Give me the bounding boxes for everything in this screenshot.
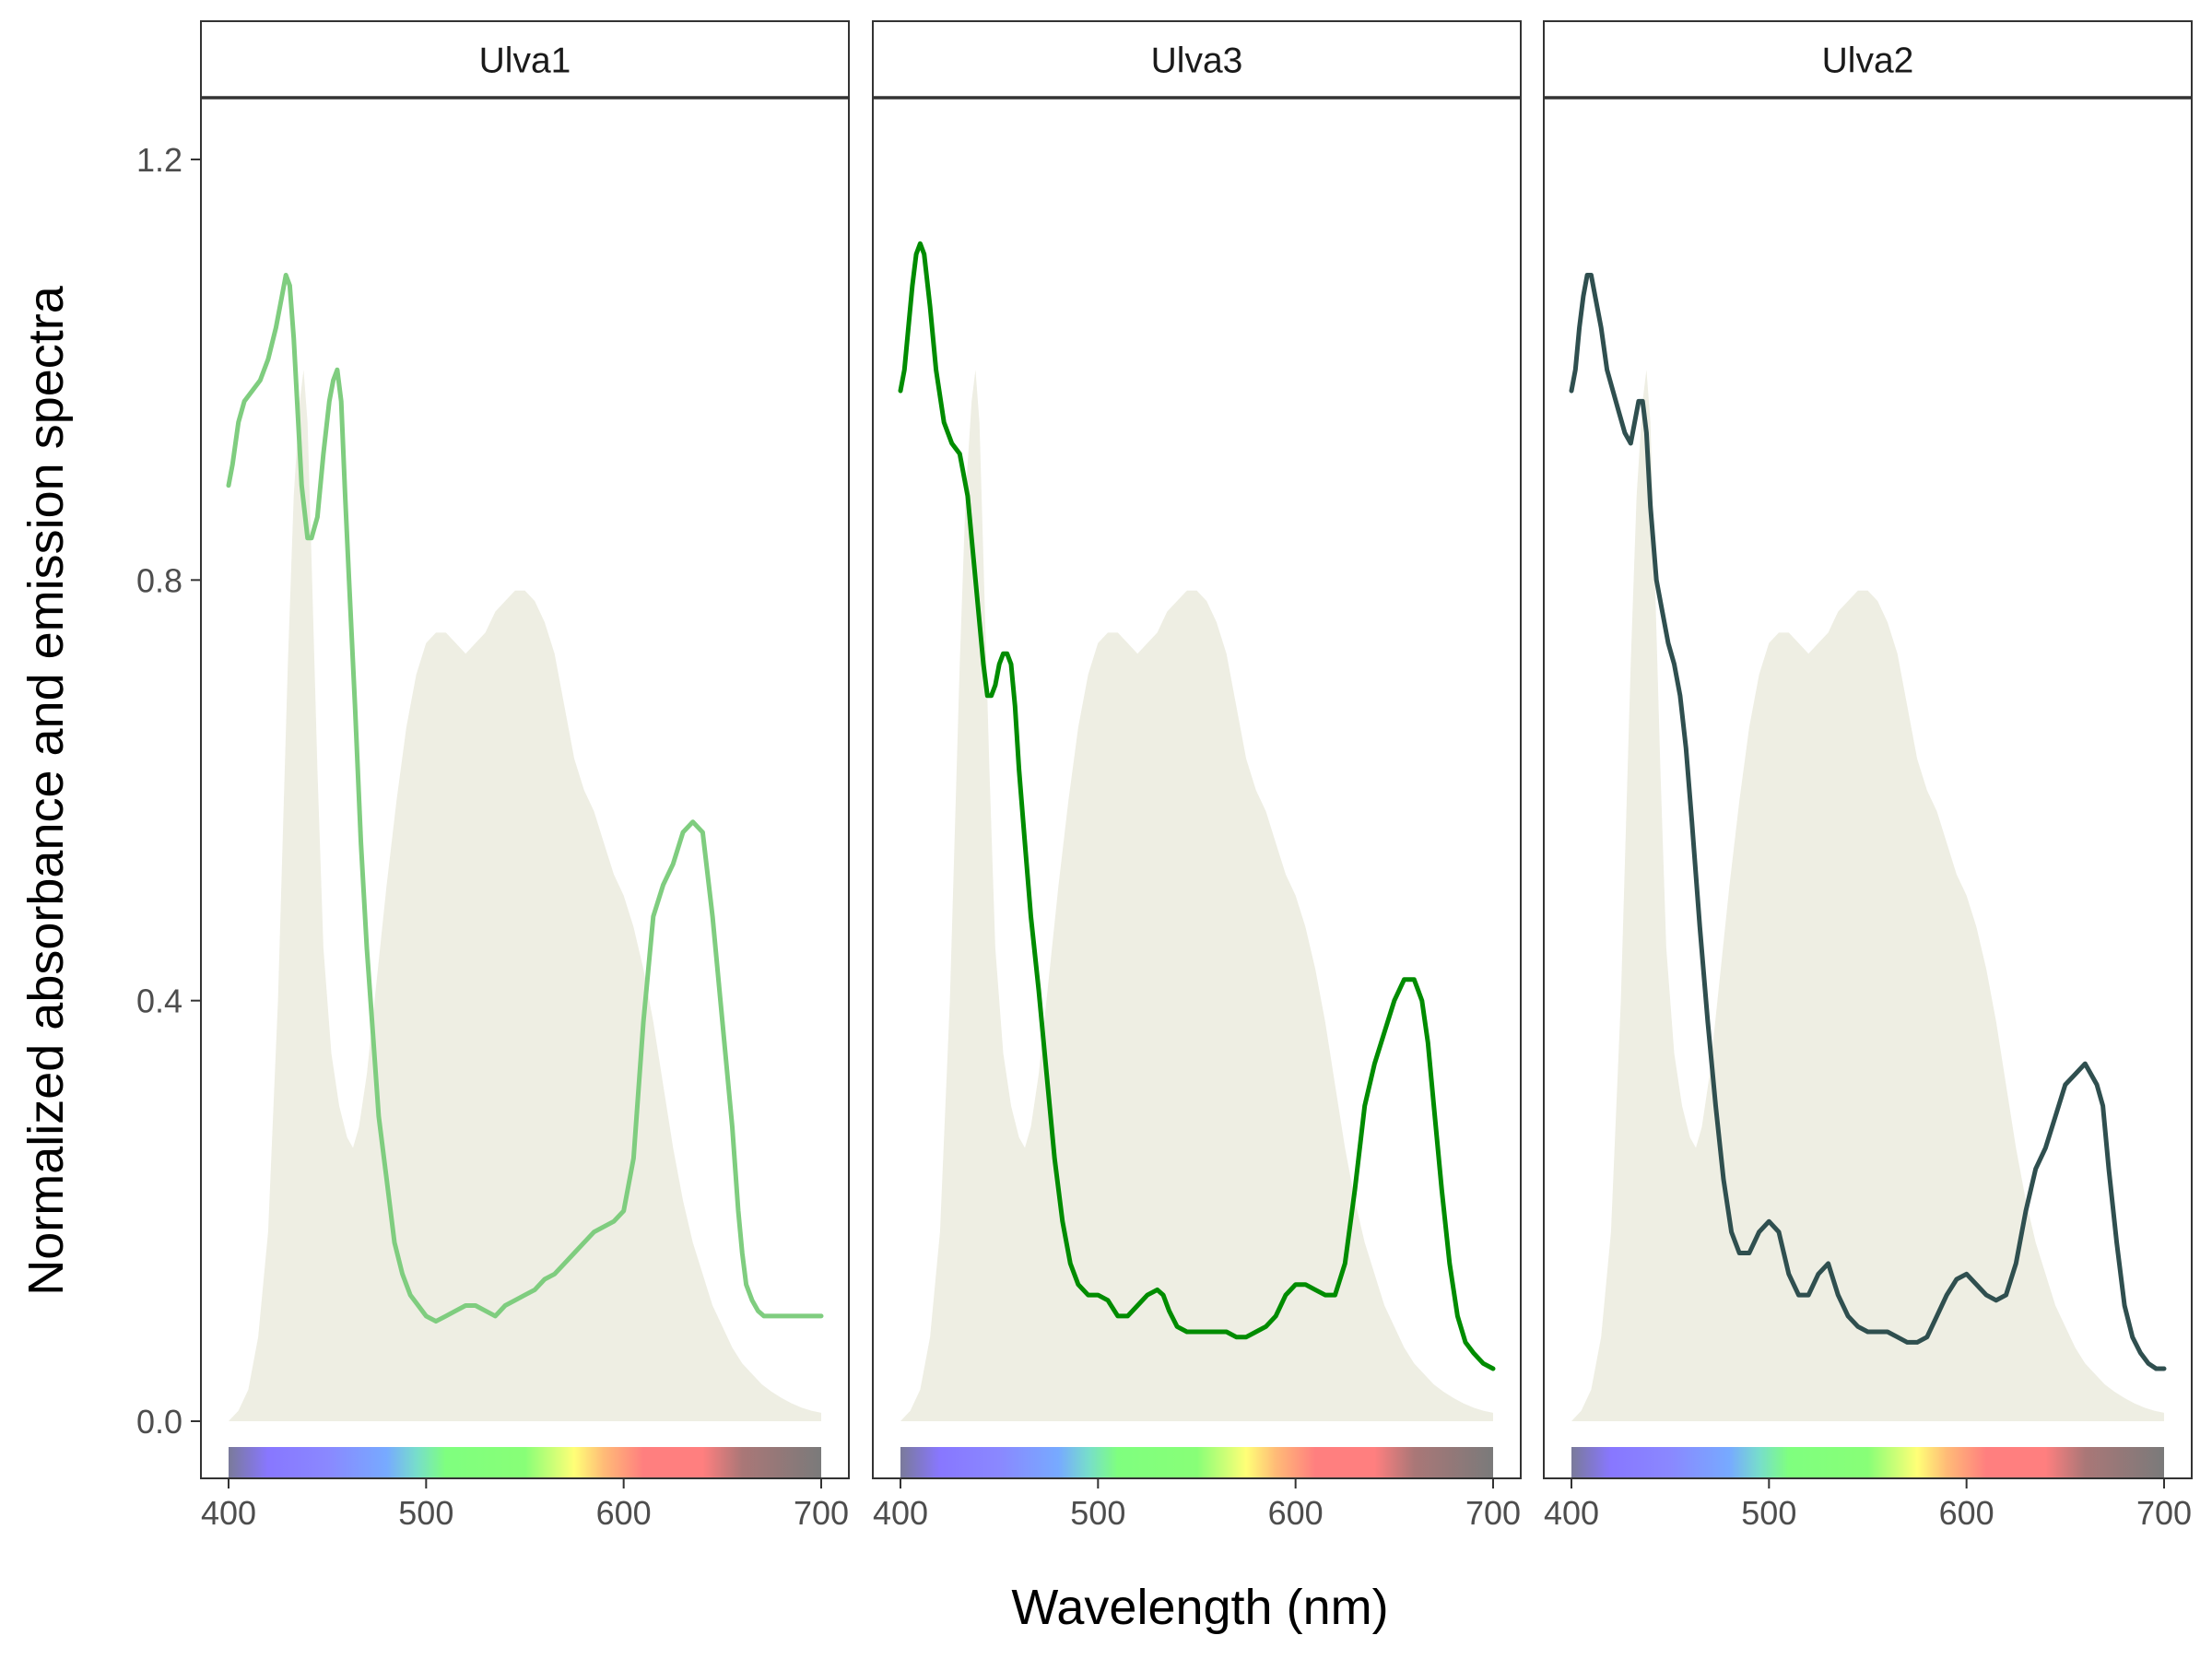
plot-area — [226, 273, 824, 1478]
y-axis-title: Normalized absorbance and emission spect… — [18, 285, 74, 1296]
x-tick-label: 500 — [1741, 1494, 1796, 1532]
facet-panels: Ulva1 400 500 600 700 Ulva3 400 500 600 700 Ulva2 4… — [200, 20, 2193, 1532]
x-tick-label: 400 — [1544, 1494, 1599, 1532]
spectrum-color-bar — [229, 1447, 821, 1478]
plot-area — [1569, 273, 2167, 1478]
x-tick-label: 600 — [1939, 1494, 1994, 1532]
emission-area — [229, 370, 821, 1422]
x-axis: 400 500 600 700 — [1544, 1478, 2192, 1532]
panel-border — [200, 97, 850, 1479]
x-axis: 400 500 600 700 — [873, 1478, 1521, 1532]
facet-strip-box — [872, 20, 1522, 99]
facet-label: Ulva3 — [1151, 41, 1243, 81]
x-tick-label: 500 — [398, 1494, 453, 1532]
facet-strip-box — [200, 20, 850, 99]
y-tick-label: 1.2 — [136, 141, 182, 179]
x-axis-title: Wavelength (nm) — [1011, 1580, 1388, 1635]
y-tick-label: 0.4 — [136, 982, 182, 1020]
x-tick-label: 500 — [1070, 1494, 1125, 1532]
emission-area — [900, 370, 1493, 1422]
y-tick-label: 0.0 — [136, 1403, 182, 1441]
y-tick-label: 0.8 — [136, 561, 182, 599]
absorbance-line-ulva2 — [1569, 273, 2167, 1371]
spectrum-color-bar — [900, 1447, 1493, 1478]
facet-label: Ulva2 — [1822, 41, 1914, 81]
facet-strip: Ulva3 — [872, 20, 1522, 100]
facet-strip: Ulva2 — [1543, 20, 2193, 100]
panel-border — [872, 97, 1522, 1479]
x-tick-label: 400 — [201, 1494, 256, 1532]
spectrum-color-bar — [1571, 1447, 2164, 1478]
facet-label: Ulva1 — [479, 41, 571, 81]
x-tick-label: 700 — [794, 1494, 849, 1532]
plot-area — [898, 241, 1496, 1478]
panel-border — [1543, 97, 2193, 1479]
facet-strip-box — [1543, 20, 2193, 99]
absorbance-line-ulva1 — [226, 273, 824, 1324]
facet-strip: Ulva1 — [200, 20, 850, 100]
panel-ulva1: Ulva1 400 500 600 700 — [200, 20, 850, 1532]
y-axis: 0.0 0.4 0.8 1.2 — [136, 141, 201, 1441]
x-axis: 400 500 600 700 — [201, 1478, 849, 1532]
x-tick-label: 700 — [2136, 1494, 2192, 1532]
absorbance-line-ulva3 — [898, 241, 1496, 1371]
x-tick-label: 400 — [873, 1494, 928, 1532]
x-tick-label: 700 — [1465, 1494, 1521, 1532]
panel-ulva3: Ulva3 400 500 600 700 — [872, 20, 1522, 1532]
panel-ulva2: Ulva2 400 500 600 700 — [1543, 20, 2193, 1532]
emission-area — [1571, 370, 2164, 1422]
x-tick-label: 600 — [1268, 1494, 1324, 1532]
x-tick-label: 600 — [596, 1494, 652, 1532]
